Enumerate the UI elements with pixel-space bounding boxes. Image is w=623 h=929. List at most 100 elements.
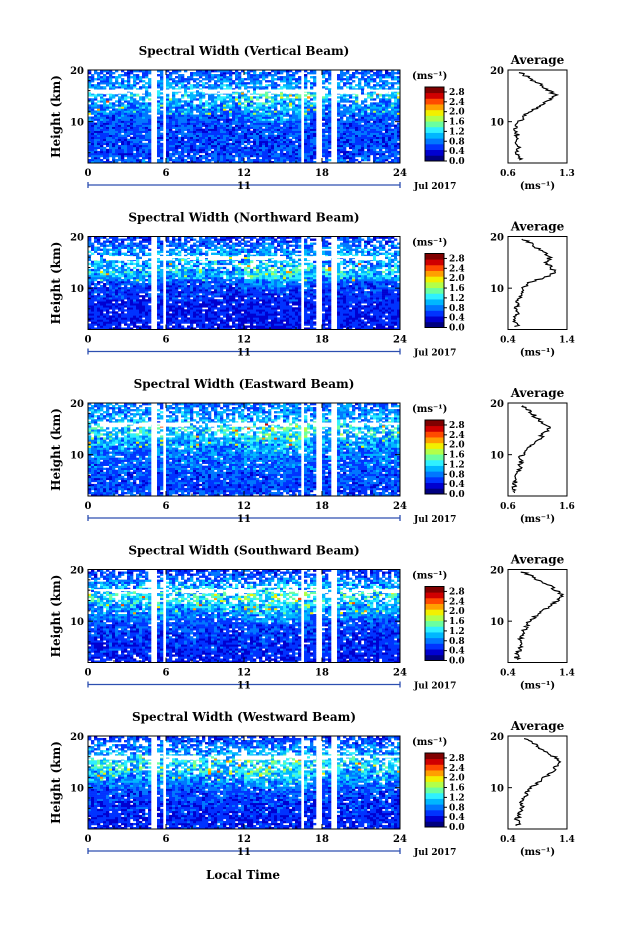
heatmap-cell [373, 315, 377, 318]
heatmap-cell [148, 114, 152, 117]
heatmap-cell [160, 319, 164, 322]
heatmap-cell [199, 84, 203, 87]
heatmap-cell [388, 309, 392, 312]
heatmap-cell [325, 154, 329, 158]
heatmap-cell [325, 112, 329, 115]
panel-title: Spectral Width (Vertical Beam) [139, 44, 350, 58]
heatmap-cell [157, 74, 161, 77]
heatmap-cell [325, 319, 329, 322]
heatmap-cell [304, 138, 308, 142]
heatmap-cell [121, 110, 125, 113]
heatmap-cell [190, 118, 194, 121]
heatmap-cell [388, 136, 392, 140]
heatmap-cell [241, 110, 245, 113]
heatmap-cell [283, 142, 287, 146]
heatmap-cell [250, 98, 254, 101]
heatmap-cell [118, 132, 122, 135]
heatmap-cell [229, 104, 233, 107]
heatmap-cell [127, 148, 131, 152]
heatmap-cell [130, 319, 134, 322]
heatmap-cell [226, 305, 230, 308]
heatmap-cell [196, 104, 200, 107]
heatmap-cell [136, 128, 140, 131]
heatmap-cell [397, 96, 401, 99]
heatmap-cell [205, 102, 209, 105]
heatmap-cell [97, 128, 101, 131]
heatmap-cell [394, 116, 398, 119]
heatmap-cell [238, 92, 242, 95]
heatmap-cell [88, 136, 92, 140]
heatmap-cell [223, 130, 227, 133]
heatmap-cell [271, 116, 275, 119]
heatmap-cell [310, 70, 314, 73]
heatmap-cell [208, 152, 212, 156]
heatmap-cell [304, 112, 308, 115]
heatmap-cell [310, 76, 314, 79]
heatmap-cell [235, 86, 239, 89]
heatmap-cell [214, 132, 218, 135]
heatmap-cell [205, 114, 209, 117]
heatmap-cell [373, 154, 377, 158]
heatmap-cell [265, 76, 269, 79]
heatmap-cell [304, 124, 308, 127]
heatmap-cell [391, 150, 395, 154]
heatmap-cell [250, 319, 254, 322]
heatmap-cell [358, 140, 362, 144]
heatmap-cell [376, 118, 380, 121]
heatmap-cell [244, 134, 248, 138]
heatmap-cell [361, 114, 365, 117]
heatmap-cell [220, 122, 224, 125]
heatmap-cell [205, 142, 209, 146]
heatmap-cell [370, 116, 374, 119]
heatmap-cell [100, 138, 104, 142]
heatmap-cell [232, 319, 236, 322]
heatmap-cell [232, 104, 236, 107]
heatmap-cell [373, 118, 377, 121]
heatmap-cell [172, 144, 176, 148]
heatmap-cell [295, 154, 299, 158]
heatmap-cell [109, 98, 113, 101]
heatmap-cell [241, 96, 245, 99]
heatmap-cell [142, 100, 146, 103]
heatmap-cell [100, 321, 104, 324]
heatmap-cell [232, 116, 236, 119]
heatmap-cell [148, 124, 152, 127]
heatmap-cell [343, 108, 347, 111]
heatmap-cell [133, 82, 137, 85]
heatmap-cell [157, 126, 161, 129]
heatmap-cell [352, 311, 356, 314]
heatmap-cell [262, 321, 266, 324]
heatmap-cell [265, 102, 269, 105]
heatmap-cell [190, 138, 194, 142]
heatmap-cell [361, 138, 365, 142]
heatmap-cell [205, 118, 209, 121]
heatmap-cell [232, 106, 236, 109]
heatmap-cell [328, 72, 332, 75]
heatmap-cell [370, 124, 374, 127]
heatmap-cell [397, 156, 401, 160]
heatmap-cell [109, 96, 113, 99]
heatmap-cell [202, 118, 206, 121]
heatmap-cell [280, 98, 284, 101]
heatmap-cell [145, 102, 149, 105]
heatmap-cell [268, 156, 272, 160]
heatmap-cell [265, 122, 269, 125]
heatmap-cell [232, 92, 236, 95]
heatmap-cell [265, 144, 269, 148]
heatmap-cell [100, 317, 104, 320]
heatmap-cell [181, 108, 185, 111]
heatmap-cell [166, 142, 170, 146]
heatmap-cell [88, 98, 92, 101]
heatmap-cell [394, 106, 398, 109]
heatmap-cell [196, 323, 200, 326]
heatmap-cell [178, 88, 182, 91]
heatmap-cell [271, 112, 275, 115]
heatmap-cell [391, 317, 395, 320]
heatmap-cell [139, 309, 143, 312]
heatmap-cell [328, 142, 332, 146]
heatmap-cell [226, 72, 230, 75]
heatmap-cell [196, 134, 200, 138]
heatmap-cell [394, 317, 398, 320]
heatmap-cell [166, 70, 170, 73]
heatmap-cell [226, 94, 230, 97]
